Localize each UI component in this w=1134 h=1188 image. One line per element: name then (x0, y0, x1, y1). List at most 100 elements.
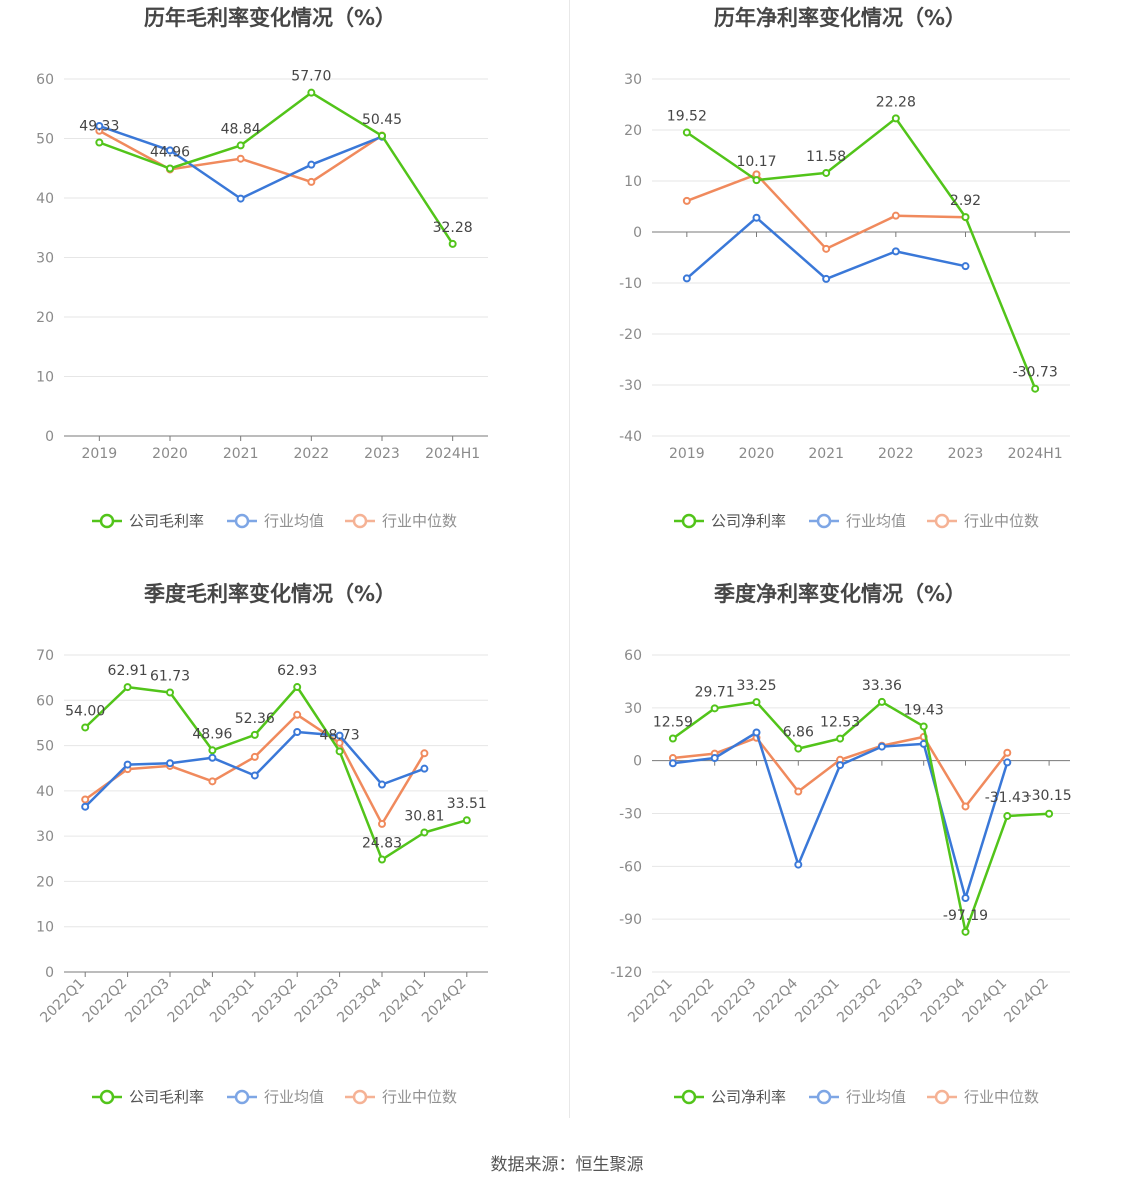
legend-item-company[interactable]: 公司净利率 (674, 512, 786, 530)
series-line-industry_median (686, 173, 966, 251)
y-tick-label: 40 (36, 191, 54, 207)
data-point-industry_median[interactable] (420, 749, 429, 758)
data-point-industry_median[interactable] (1003, 748, 1012, 757)
x-tick-label: 2022Q3 (122, 976, 173, 1027)
data-point-industry_median[interactable] (293, 710, 302, 719)
data-point-industry_avg[interactable] (891, 247, 900, 256)
data-point-industry_avg[interactable] (668, 759, 677, 768)
data-point-company[interactable] (123, 683, 132, 692)
legend-item-industry_avg[interactable]: 行业均值 (227, 512, 324, 530)
legend-swatch-marker (816, 513, 832, 529)
y-tick-label: -30 (619, 807, 642, 823)
data-point-company[interactable] (335, 747, 344, 756)
data-point-industry_median[interactable] (378, 819, 386, 828)
data-point-company[interactable] (710, 704, 719, 713)
data-point-industry_avg[interactable] (307, 160, 316, 169)
data-point-company[interactable] (378, 855, 386, 864)
legend-item-industry_median[interactable]: 行业中位数 (345, 1088, 457, 1106)
data-point-industry_avg[interactable] (335, 731, 344, 740)
data-point-company[interactable] (166, 164, 174, 173)
data-point-industry_avg[interactable] (293, 727, 302, 736)
data-point-industry_avg[interactable] (378, 780, 386, 789)
data-point-industry_median[interactable] (208, 777, 217, 786)
data-point-company[interactable] (682, 128, 691, 137)
data-point-industry_avg[interactable] (961, 262, 970, 271)
data-point-industry_median[interactable] (335, 738, 344, 747)
data-point-industry_avg[interactable] (752, 728, 761, 737)
data-point-industry_avg[interactable] (1003, 758, 1012, 767)
chart-title: 季度毛利率变化情况（%） (144, 582, 396, 606)
legend-item-industry_avg[interactable]: 行业均值 (809, 512, 906, 530)
data-point-company[interactable] (891, 114, 900, 123)
data-point-industry_avg[interactable] (682, 274, 691, 283)
data-point-industry_median[interactable] (682, 196, 691, 205)
data-label: 44.96 (150, 144, 190, 160)
data-point-industry_avg[interactable] (208, 753, 217, 762)
data-point-industry_avg[interactable] (236, 194, 245, 203)
data-point-company[interactable] (961, 927, 970, 936)
legend-item-industry_avg[interactable]: 行业均值 (227, 1088, 324, 1106)
legend-item-industry_avg[interactable]: 行业均值 (809, 1088, 906, 1106)
data-point-company[interactable] (208, 746, 217, 755)
legend-item-industry_median[interactable]: 行业中位数 (927, 512, 1039, 530)
data-point-industry_avg[interactable] (752, 213, 761, 222)
data-point-industry_avg[interactable] (836, 761, 845, 770)
data-label: -30.73 (1013, 365, 1058, 381)
data-point-industry_avg[interactable] (123, 760, 132, 769)
data-point-company[interactable] (836, 734, 845, 743)
data-point-company[interactable] (420, 828, 429, 837)
data-point-company[interactable] (877, 697, 886, 706)
data-point-industry_avg[interactable] (250, 771, 259, 780)
data-point-industry_median[interactable] (81, 795, 90, 804)
data-point-company[interactable] (462, 816, 471, 825)
data-point-company[interactable] (236, 141, 245, 150)
data-point-industry_avg[interactable] (710, 754, 719, 763)
data-label: 48.84 (221, 121, 261, 137)
data-point-company[interactable] (166, 688, 174, 697)
data-point-company[interactable] (919, 722, 928, 731)
data-point-industry_median[interactable] (961, 802, 970, 811)
data-point-company[interactable] (668, 734, 677, 743)
data-point-industry_avg[interactable] (794, 860, 803, 869)
data-label: 12.59 (653, 714, 693, 730)
legend-item-company[interactable]: 公司净利率 (674, 1088, 786, 1106)
data-point-industry_median[interactable] (794, 787, 803, 796)
data-point-industry_avg[interactable] (166, 759, 174, 768)
data-point-company[interactable] (81, 723, 90, 732)
data-point-company[interactable] (307, 88, 316, 97)
data-point-company[interactable] (1031, 384, 1040, 393)
data-point-company[interactable] (822, 168, 831, 177)
data-point-industry_median[interactable] (822, 244, 831, 253)
data-point-company[interactable] (1003, 812, 1012, 821)
data-point-company[interactable] (378, 131, 386, 140)
data-point-industry_median[interactable] (307, 177, 316, 186)
data-point-industry_median[interactable] (891, 211, 900, 220)
y-tick-label: 60 (624, 648, 642, 664)
data-point-company[interactable] (250, 730, 259, 739)
legend-item-company[interactable]: 公司毛利率 (92, 512, 204, 530)
data-point-company[interactable] (752, 176, 761, 185)
legend-item-industry_median[interactable]: 行业中位数 (927, 1088, 1039, 1106)
data-point-industry_median[interactable] (250, 752, 259, 761)
data-point-company[interactable] (293, 683, 302, 692)
data-point-company[interactable] (95, 138, 104, 147)
data-point-company[interactable] (752, 698, 761, 707)
data-point-company[interactable] (794, 744, 803, 753)
legend-item-company[interactable]: 公司毛利率 (92, 1088, 204, 1106)
data-point-industry_avg[interactable] (961, 894, 970, 903)
y-tick-label: 60 (36, 693, 54, 709)
legend-item-industry_median[interactable]: 行业中位数 (345, 512, 457, 530)
data-point-industry_median[interactable] (236, 154, 245, 163)
data-label: 48.96 (192, 726, 232, 742)
data-point-industry_avg[interactable] (822, 274, 831, 283)
data-point-company[interactable] (961, 213, 970, 222)
data-point-industry_avg[interactable] (420, 764, 429, 773)
legend-swatch-marker (934, 513, 950, 529)
data-point-industry_avg[interactable] (166, 146, 174, 155)
data-point-industry_avg[interactable] (95, 122, 104, 131)
data-point-company[interactable] (448, 239, 457, 248)
data-point-company[interactable] (1045, 809, 1054, 818)
legend-swatch-marker (234, 1089, 250, 1105)
data-point-industry_avg[interactable] (81, 802, 90, 811)
data-point-industry_avg[interactable] (877, 742, 886, 751)
